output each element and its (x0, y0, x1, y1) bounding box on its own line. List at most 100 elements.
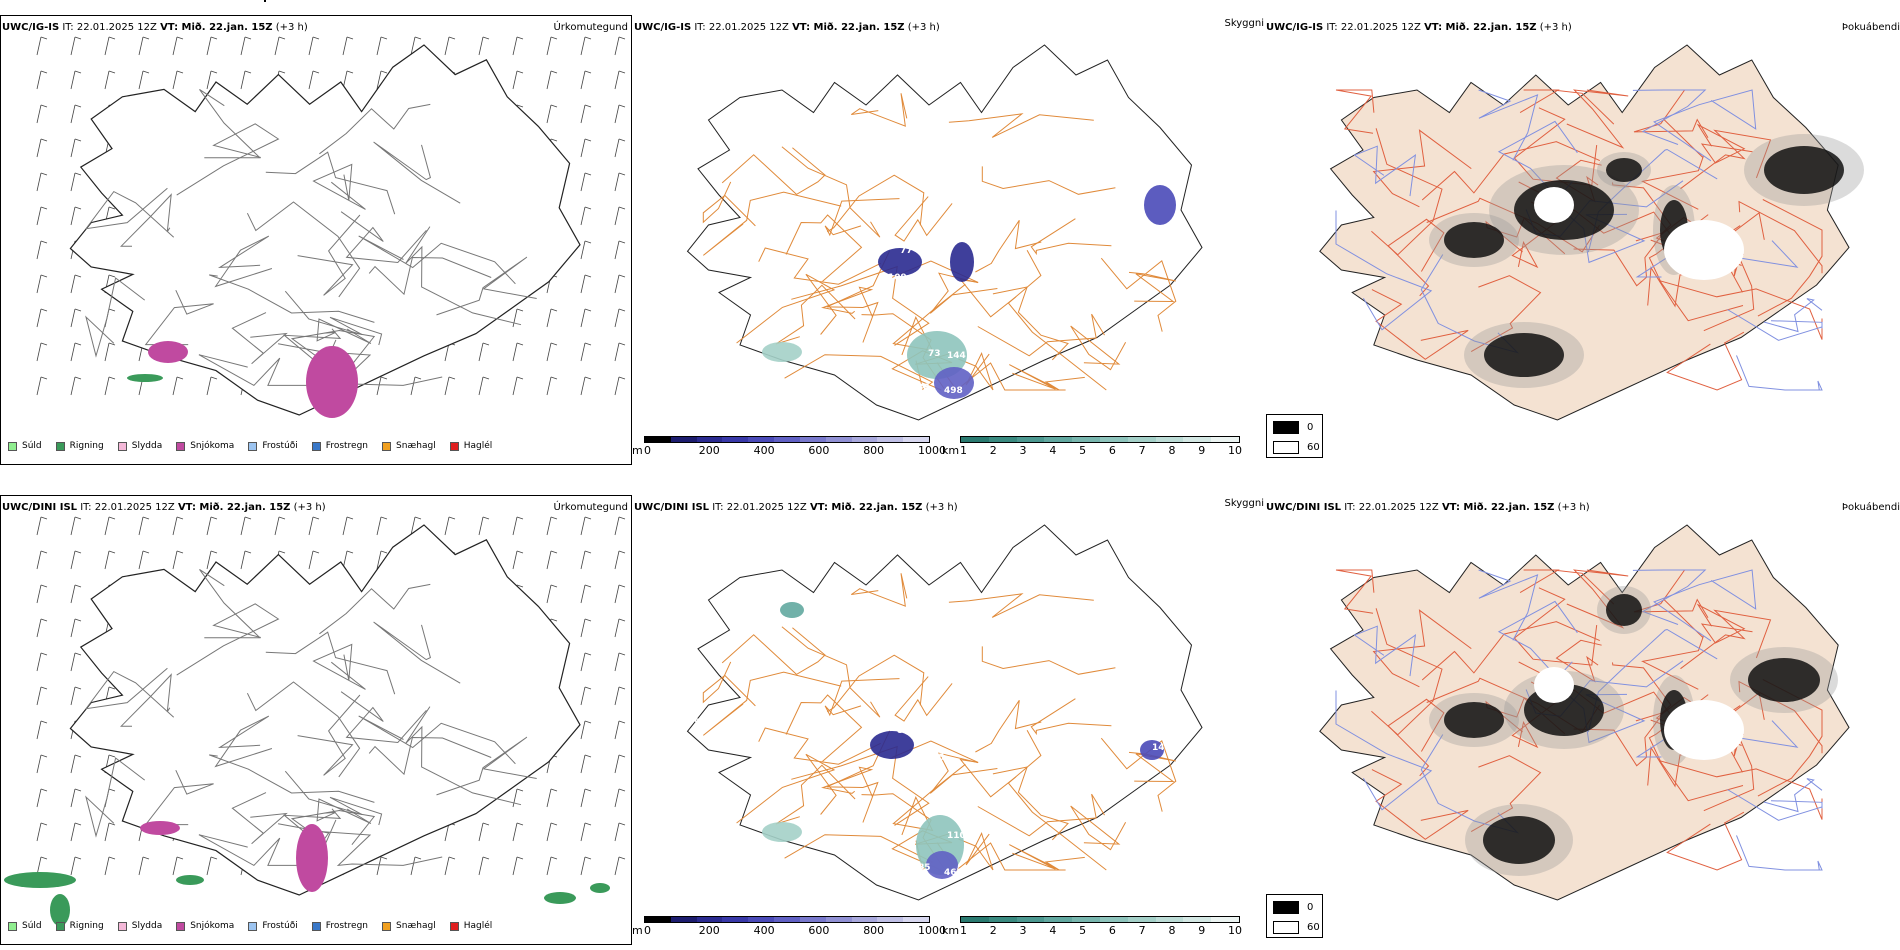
wind-barb (172, 856, 178, 876)
wind-barb-flag (618, 516, 626, 520)
road (297, 694, 361, 776)
wind-barb-flag (74, 516, 82, 520)
ceiling-label: 73 (928, 349, 941, 359)
colorbar-segment (645, 437, 671, 442)
wind-barb (206, 550, 212, 570)
wind-barb (580, 516, 586, 536)
wind-barb-flag (74, 206, 82, 210)
model-name: UWC/IG-IS (634, 22, 692, 33)
wind-barb (614, 104, 620, 124)
ceiling-colorbar: m 0 200 400 600 800 1000 (632, 436, 946, 466)
wind-barb (512, 856, 518, 876)
wind-barb (70, 308, 76, 328)
road (321, 831, 443, 867)
wind-barb-flag (40, 138, 48, 142)
ceiling-label: 60 (704, 238, 717, 248)
road (929, 752, 998, 794)
wind-barb (614, 516, 620, 536)
wind-barb (614, 376, 620, 396)
wind-barb (36, 36, 42, 56)
road (826, 250, 891, 343)
wind-barb-flag (74, 788, 82, 792)
road (702, 191, 842, 256)
legend-item: Rigning (55, 921, 104, 931)
panel-header: UWC/IG-IS IT: 22.01.2025 12Z VT: Mið. 22… (1266, 22, 1572, 34)
fog-map (1319, 524, 1850, 901)
colorbar-segment (961, 917, 989, 922)
wind-barb (206, 70, 212, 90)
legend-swatch (382, 921, 392, 931)
colorbar-segment (877, 437, 904, 442)
road (785, 214, 863, 282)
road (368, 256, 492, 296)
ceiling-label: 85 (918, 863, 931, 873)
wind-barb-flag (40, 856, 48, 860)
wind-barb (376, 70, 382, 90)
legend-swatch (55, 441, 65, 451)
fog-legend-swatch (1273, 441, 1299, 454)
legend-item: Súld (8, 921, 42, 931)
wind-barb (614, 36, 620, 56)
wind-barb-flag (244, 516, 252, 520)
colorbar-segment (1183, 437, 1212, 442)
model-name: UWC/DINI ISL (2, 502, 78, 513)
fog-legend-swatch (1273, 901, 1299, 914)
wind-barb (36, 822, 42, 842)
fog-area (1483, 816, 1555, 864)
wind-barb-flag (618, 240, 626, 244)
colorbar-segment (748, 917, 775, 922)
legend-label: Snæhagl (396, 441, 436, 451)
wind-barb (512, 822, 518, 842)
road (1371, 769, 1469, 840)
wind-barb-flag (584, 274, 592, 278)
wind-barb (580, 376, 586, 396)
wind-barb (580, 172, 586, 192)
wind-barb-flag (40, 274, 48, 278)
wind-barb (410, 36, 416, 56)
wind-barb (36, 788, 42, 808)
legend-label: Súld (22, 921, 42, 931)
forecast-offset: (+3 h) (1539, 22, 1572, 33)
wind-barb-flag (516, 36, 524, 40)
wind-barb-flag (74, 70, 82, 74)
wind-barb-flag (584, 788, 592, 792)
wind-barb-flag (448, 376, 456, 380)
colorbar-tick-label: 9 (1198, 444, 1206, 457)
wind-barb (614, 754, 620, 774)
wind-barb (70, 104, 76, 124)
road (981, 646, 1116, 675)
road (781, 146, 881, 238)
wind-barb-flag (618, 550, 626, 554)
wind-barb (546, 550, 552, 570)
road (894, 676, 953, 722)
road (758, 727, 881, 765)
wind-barb (104, 70, 110, 90)
road (1100, 257, 1177, 332)
road (826, 730, 891, 823)
wind-barb (580, 754, 586, 774)
wind-barb-flag (380, 550, 388, 554)
colorbar-tick-label: 2 (989, 924, 997, 937)
road (368, 736, 492, 776)
colorbar-tick-label: 5 (1079, 444, 1087, 457)
road (1335, 89, 1375, 134)
road (758, 247, 881, 285)
road (851, 93, 908, 127)
wind-barb-flag (108, 70, 116, 74)
wind-barb-flag (176, 376, 184, 380)
road (120, 673, 172, 727)
road (199, 568, 261, 639)
colorbar-tick-label: 8 (1168, 444, 1176, 457)
road (1100, 737, 1177, 812)
wind-barb-flag (618, 206, 626, 210)
river (1736, 355, 1823, 391)
wind-barb-flag (346, 36, 354, 40)
road (405, 226, 522, 326)
legend-swatch (117, 441, 127, 451)
wind-barb (614, 788, 620, 808)
colorbar-segment (1155, 917, 1184, 922)
wind-barb (36, 172, 42, 192)
visibility-area (870, 731, 914, 759)
legend-swatch (8, 441, 17, 451)
colorbar-tick-label: 0 (644, 444, 651, 457)
